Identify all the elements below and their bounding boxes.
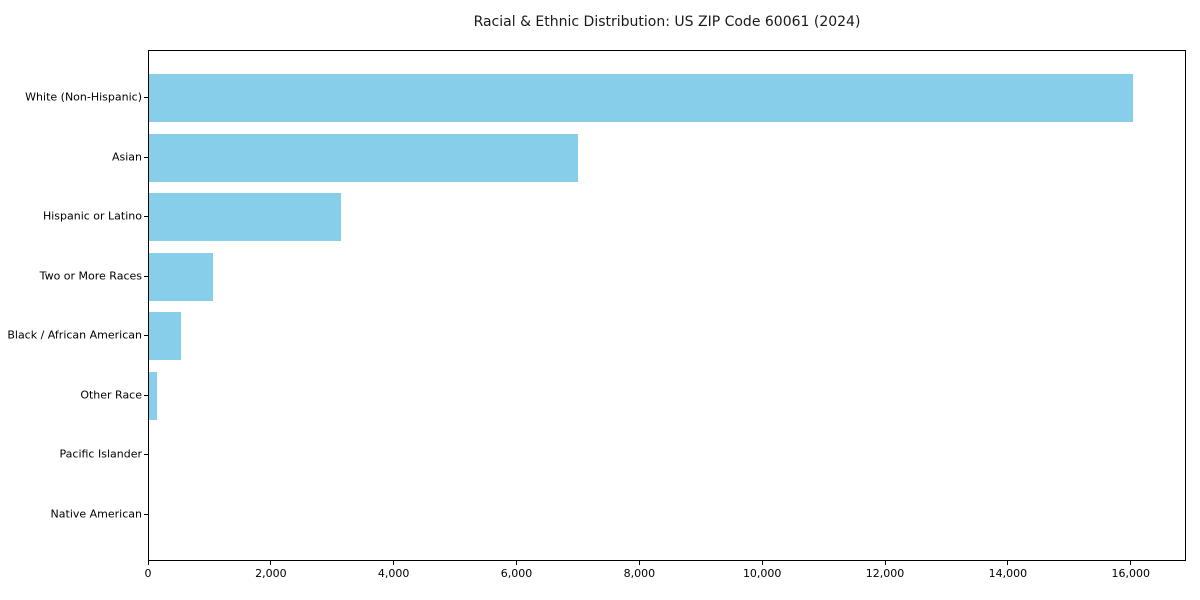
y-tick-label-black-african-american: Black / African American bbox=[7, 328, 142, 342]
bar-white-non-hispanic bbox=[149, 74, 1133, 122]
y-tick-mark bbox=[144, 97, 148, 98]
x-tick-label-8000: 8,000 bbox=[623, 567, 656, 580]
x-tick-mark bbox=[516, 561, 518, 565]
x-tick-label-6000: 6,000 bbox=[500, 567, 533, 580]
x-tick-label-14000: 14,000 bbox=[988, 567, 1028, 580]
y-tick-label-native-american: Native American bbox=[50, 507, 142, 521]
x-tick-mark bbox=[270, 561, 272, 565]
x-tick-mark bbox=[638, 561, 640, 565]
y-tick-mark bbox=[144, 275, 148, 277]
x-tick-label-16000: 16,000 bbox=[1111, 567, 1150, 580]
x-tick-label-2000: 2,000 bbox=[255, 567, 287, 580]
bar-other-race bbox=[149, 371, 158, 420]
y-tick-label-hispanic-or-latino: Hispanic or Latino bbox=[42, 209, 142, 223]
y-tick-label-other-race: Other Race bbox=[80, 388, 142, 402]
y-tick-mark bbox=[144, 335, 148, 337]
y-tick-label-white-non-hispanic: White (Non-Hispanic) bbox=[25, 90, 142, 104]
bar-black-african-american bbox=[149, 312, 182, 361]
x-tick-mark bbox=[147, 561, 149, 565]
bar-asian bbox=[149, 133, 579, 182]
bar-hispanic-or-latino bbox=[149, 193, 341, 242]
y-tick-mark bbox=[144, 394, 148, 396]
x-tick-mark bbox=[1130, 561, 1132, 565]
y-tick-mark bbox=[144, 156, 148, 158]
y-tick-mark bbox=[144, 216, 148, 218]
plot-area bbox=[148, 50, 1186, 561]
bar-two-or-more-races bbox=[149, 252, 214, 301]
chart-title: Racial & Ethnic Distribution: US ZIP Cod… bbox=[473, 14, 861, 30]
x-tick-mark bbox=[393, 561, 395, 565]
x-tick-label-4000: 4,000 bbox=[377, 567, 410, 580]
y-tick-label-pacific-islander: Pacific Islander bbox=[59, 447, 142, 461]
x-tick-mark bbox=[761, 561, 763, 565]
y-tick-mark bbox=[144, 454, 148, 456]
x-tick-label-10000: 10,000 bbox=[742, 567, 782, 580]
x-tick-mark bbox=[1007, 561, 1009, 565]
x-tick-mark bbox=[884, 561, 886, 565]
y-tick-label-two-or-more-races: Two or More Races bbox=[39, 269, 142, 283]
x-tick-label-12000: 12,000 bbox=[865, 567, 905, 580]
x-tick-label-0: 0 bbox=[144, 567, 152, 580]
y-tick-mark bbox=[144, 514, 148, 515]
y-tick-label-asian: Asian bbox=[111, 150, 142, 164]
